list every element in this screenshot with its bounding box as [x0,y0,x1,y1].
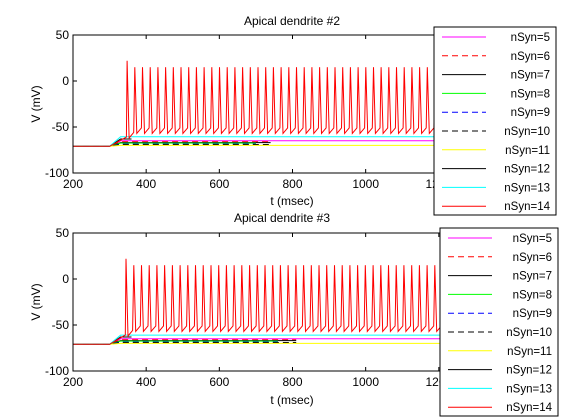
legend: nSyn=5 nSyn=6 nSyn=7 nSyn=8 nSyn=9 nSyn=10 nSy… [439,227,559,417]
legend-label: nSyn=12 [504,164,550,176]
legend-label: nSyn=11 [507,346,552,358]
legend-label: nSyn=6 [513,252,552,264]
legend-label: nSyn=10 [504,126,550,138]
legend: nSyn=5 nSyn=6 nSyn=7 nSyn=8 nSyn=9 nSyn=10 nSy… [433,26,557,216]
y-tick-label: 50 [56,28,70,42]
chart-title: Apical dendrite #2 [244,14,340,28]
legend-label: nSyn=13 [504,182,550,194]
y-tick-label: -100 [45,166,69,180]
legend-label: nSyn=7 [513,271,552,283]
x-tick-label: 200 [63,375,83,389]
legend-label: nSyn=10 [506,327,552,339]
legend-label: nSyn=7 [511,70,550,82]
y-tick-label: -50 [52,120,70,134]
x-tick-label: 800 [282,375,302,389]
x-tick-label: 400 [136,177,156,191]
x-axis-title: t (msec) [270,194,313,208]
legend-label: nSyn=14 [504,201,550,213]
x-tick-label: 800 [282,177,302,191]
y-tick-label: 0 [62,74,69,88]
legend-box [439,227,559,417]
x-tick-label: 600 [209,375,229,389]
x-tick-label: 200 [63,177,83,191]
legend-label: nSyn=5 [513,233,552,245]
x-tick-label: 400 [136,375,156,389]
y-axis-title: V (mV) [29,85,43,122]
legend-label: nSyn=13 [506,383,552,395]
legend-label: nSyn=9 [513,308,552,320]
legend-label: nSyn=12 [506,365,552,377]
legend-label: nSyn=11 [505,145,550,157]
legend-box [433,26,557,216]
legend-label: nSyn=14 [506,402,552,414]
subplot-apical-dendrite-2: Apical dendrite #2 V (mV) t (msec) 200 40… [29,14,557,216]
y-tick-label: 50 [56,226,70,240]
plot-lines [73,60,512,147]
legend-label: nSyn=9 [511,107,550,119]
x-axis-title: t (msec) [270,393,313,407]
x-tick-label: 600 [209,177,229,191]
chart-title: Apical dendrite #3 [234,211,330,225]
legend-label: nSyn=5 [511,32,550,44]
x-tick-label: 1000 [352,375,379,389]
y-tick-label: -50 [52,318,70,332]
y-tick-label: 0 [62,272,69,286]
y-axis-title: V (mV) [29,283,43,320]
y-tick-label: -100 [45,364,69,378]
legend-label: nSyn=8 [513,289,552,301]
x-tick-label: 1000 [352,177,379,191]
legend-label: nSyn=6 [511,51,550,63]
subplot-apical-dendrite-3: Apical dendrite #3 V (mV) t (msec) 200 40… [29,211,559,417]
legend-label: nSyn=8 [511,88,550,100]
